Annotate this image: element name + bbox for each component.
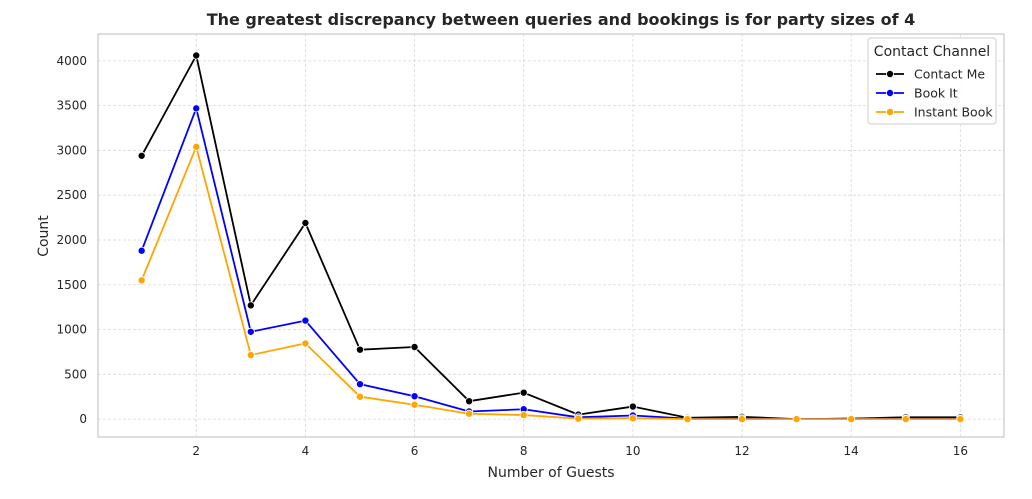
data-point	[137, 151, 146, 160]
x-tick-label: 12	[734, 444, 749, 458]
plot-frame	[97, 33, 1005, 438]
series-lines	[137, 51, 965, 424]
legend-item: Contact Me	[876, 67, 985, 82]
y-tick-label: 500	[64, 367, 87, 381]
data-point	[519, 411, 528, 420]
data-point	[574, 414, 583, 423]
data-point	[192, 104, 201, 113]
x-tick-label: 14	[844, 444, 859, 458]
data-point	[956, 415, 965, 424]
data-point	[192, 51, 201, 60]
x-tick-label: 4	[302, 444, 310, 458]
x-tick-label: 10	[625, 444, 640, 458]
legend-item: Book It	[876, 86, 958, 101]
data-point	[355, 380, 364, 389]
data-point	[355, 345, 364, 354]
series-line	[140, 145, 961, 420]
legend-item: Instant Book	[876, 105, 993, 120]
data-point	[137, 246, 146, 255]
x-tick-label: 16	[953, 444, 968, 458]
data-point	[792, 415, 801, 424]
data-point	[847, 415, 856, 424]
series-book-it	[137, 104, 965, 424]
y-tick-label: 4000	[56, 54, 87, 68]
y-tick-label: 1500	[56, 278, 87, 292]
x-tick-label: 6	[411, 444, 419, 458]
data-point	[901, 415, 910, 424]
series-line	[140, 107, 961, 420]
data-point	[738, 415, 747, 424]
legend-title: Contact Channel	[874, 44, 990, 60]
chart-title: The greatest discrepancy between queries…	[207, 10, 916, 29]
legend-swatch-marker	[886, 70, 895, 79]
data-point	[137, 276, 146, 285]
series-line	[140, 54, 961, 420]
data-point	[301, 218, 310, 227]
legend-swatch-marker	[886, 108, 895, 117]
data-point	[628, 414, 637, 423]
data-point	[355, 392, 364, 401]
legend-label: Instant Book	[914, 105, 993, 120]
data-point	[246, 301, 255, 310]
y-tick-label: 0	[79, 412, 87, 426]
x-tick-label: 8	[520, 444, 528, 458]
data-point	[192, 142, 201, 151]
legend-label: Book It	[914, 86, 958, 101]
data-point	[519, 388, 528, 397]
legend-swatch-marker	[886, 89, 895, 98]
data-point	[465, 409, 474, 418]
data-point	[410, 392, 419, 401]
y-tick-label: 3500	[56, 99, 87, 113]
x-tick-label: 2	[192, 444, 200, 458]
series-instant-book	[137, 142, 965, 424]
data-point	[628, 402, 637, 411]
y-tick-label: 1000	[56, 323, 87, 337]
data-point	[683, 415, 692, 424]
data-point	[246, 351, 255, 360]
x-axis-label: Number of Guests	[487, 465, 614, 481]
data-point	[410, 400, 419, 409]
legend-label: Contact Me	[914, 67, 985, 82]
y-tick-label: 3000	[56, 143, 87, 157]
y-axis-ticks: 0 500 1000 1500 2000 2500 3000 3500 4000	[56, 54, 87, 426]
y-tick-label: 2000	[56, 233, 87, 247]
series-contact-me	[137, 51, 965, 424]
data-point	[410, 342, 419, 351]
y-tick-label: 2500	[56, 188, 87, 202]
data-point	[246, 327, 255, 336]
data-point	[465, 397, 474, 406]
x-axis-ticks: 2 4 6 8 10 12 14 16	[192, 444, 968, 458]
legend: Contact Channel Contact Me Book It Instant…	[867, 37, 997, 125]
data-point	[301, 339, 310, 348]
legend-box	[867, 37, 997, 125]
data-point	[301, 316, 310, 325]
y-axis-label: Count	[36, 215, 52, 257]
